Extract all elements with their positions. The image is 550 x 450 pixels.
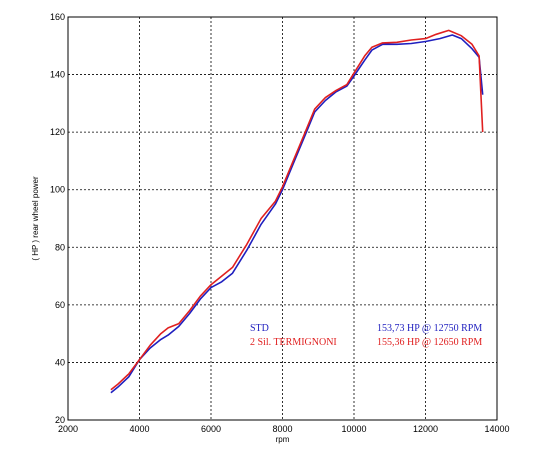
series-line-std [110, 34, 484, 394]
y-tick-label: 60 [55, 300, 65, 310]
series-lines [110, 29, 484, 394]
legend-series-name-std: STD [250, 323, 269, 334]
x-tick-label: 4000 [129, 424, 149, 434]
x-tick-labels: 2000 4000 6000 8000 10000 12000 14000 [58, 424, 510, 434]
y-tick-label: 160 [50, 12, 65, 22]
x-tick-label: 12000 [413, 424, 438, 434]
y-tick-label: 100 [50, 185, 65, 195]
y-tick-label: 40 [55, 357, 65, 367]
y-axis-label: ( HP ) rear wheel power [31, 176, 40, 261]
legend-series-value-termignoni: 155,36 HP @ 12650 RPM [377, 337, 482, 348]
legend: STD 153,73 HP @ 12750 RPM 2 Sil. TERMIGN… [250, 323, 482, 348]
legend-series-value-std: 153,73 HP @ 12750 RPM [377, 323, 482, 334]
legend-series-name-termignoni: 2 Sil. TERMIGNONI [250, 337, 337, 348]
y-tick-label: 80 [55, 242, 65, 252]
y-tick-labels: 20 40 60 80 100 120 140 160 [50, 12, 65, 425]
y-tick-label: 20 [55, 415, 65, 425]
grid-lines [68, 17, 497, 420]
plot-frame [67, 16, 498, 421]
series-line-termignoni [110, 29, 484, 391]
x-tick-label: 10000 [341, 424, 366, 434]
y-tick-label: 120 [50, 127, 65, 137]
x-axis-label: rpm [276, 435, 290, 444]
x-tick-label: 2000 [58, 424, 78, 434]
x-tick-label: 14000 [484, 424, 509, 434]
x-tick-label: 6000 [201, 424, 221, 434]
x-tick-label: 8000 [272, 424, 292, 434]
y-tick-label: 140 [50, 70, 65, 80]
